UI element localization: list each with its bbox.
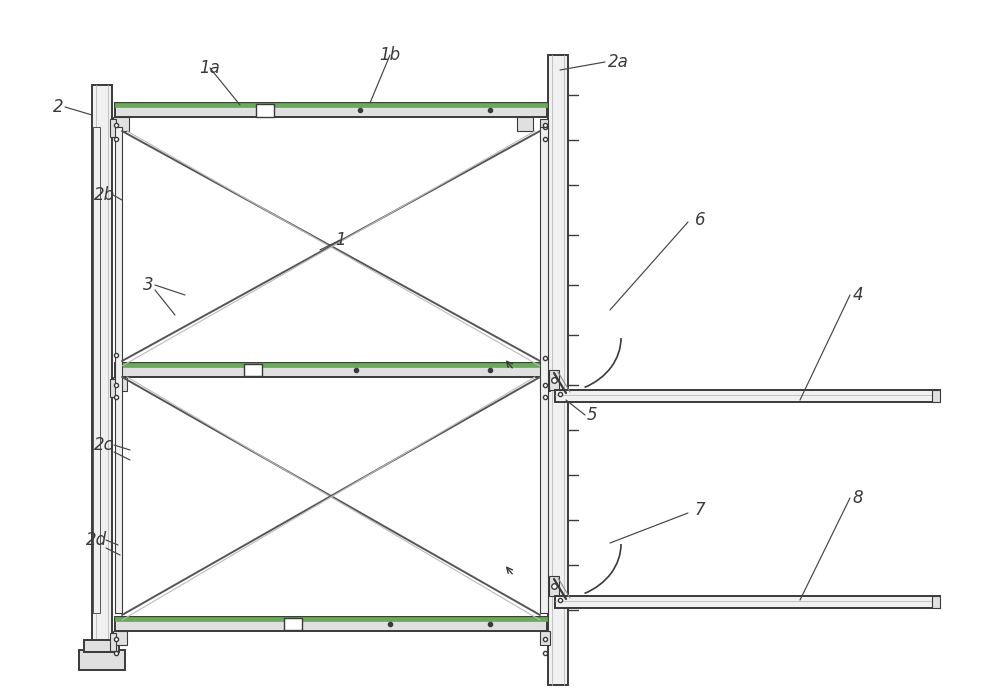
Bar [555,390,940,402]
Bar [113,631,127,645]
Bar [548,55,568,685]
Text: 2: 2 [52,98,63,116]
Bar [92,85,112,660]
Bar [244,364,262,376]
Bar [540,119,548,137]
Bar [932,596,940,608]
Bar [284,618,302,630]
Bar [110,379,116,397]
Bar [93,127,100,613]
Bar [110,633,116,651]
Text: 7: 7 [695,501,705,519]
Bar [540,631,550,645]
Bar [110,119,116,137]
Bar [549,576,559,596]
Text: 1: 1 [335,231,346,249]
Bar [115,363,547,377]
Text: 1a: 1a [200,59,221,77]
Text: 8: 8 [852,489,863,507]
Bar [549,370,559,390]
Text: 2d: 2d [85,531,107,549]
Bar [256,104,274,117]
Bar [540,377,550,391]
Bar [115,617,547,631]
Bar [555,596,940,608]
Text: 6: 6 [695,211,705,229]
Text: 1b: 1b [379,46,401,64]
Bar [84,640,119,652]
Bar [540,127,548,613]
Bar [517,117,533,131]
Bar [115,103,547,117]
Bar [115,617,547,621]
Bar [113,117,129,131]
Bar [932,390,940,402]
Bar [79,650,125,670]
Text: 3: 3 [143,276,153,294]
Text: 2c: 2c [94,436,114,454]
Text: 5: 5 [587,406,597,424]
Text: 2a: 2a [608,53,629,71]
Bar [115,127,122,613]
Text: 2b: 2b [94,186,116,204]
Bar [113,377,127,391]
Bar [115,103,547,107]
Bar [115,363,547,367]
Text: 4: 4 [852,286,863,304]
